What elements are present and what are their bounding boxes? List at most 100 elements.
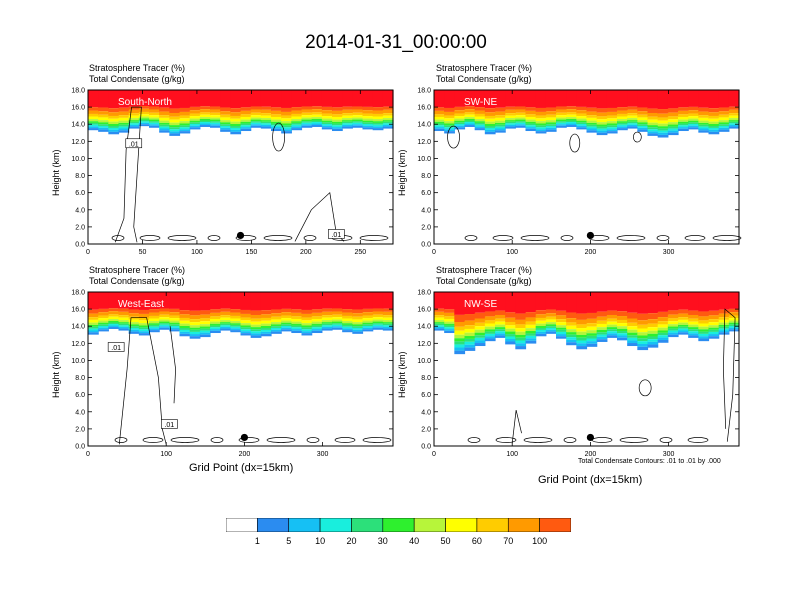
tracer-cell xyxy=(566,114,577,118)
tracer-cell xyxy=(159,117,170,121)
tracer-cell xyxy=(596,320,608,324)
tracer-cell xyxy=(678,123,689,126)
tracer-cell xyxy=(617,326,628,329)
tracer-cell xyxy=(88,324,99,327)
tracer-cell xyxy=(342,315,353,319)
tracer-cell xyxy=(149,122,160,125)
tracer-cell xyxy=(362,120,374,123)
tracer-cell xyxy=(627,90,638,107)
tracer-cell xyxy=(556,109,567,113)
tracer-cell xyxy=(576,120,588,123)
tracer-cell xyxy=(169,133,181,136)
tracer-cell xyxy=(169,324,181,326)
tracer-cell xyxy=(627,322,638,327)
tracer-cell xyxy=(88,90,99,108)
tracer-cell xyxy=(566,122,577,124)
tracer-cell xyxy=(545,322,557,325)
tracer-cell xyxy=(596,292,608,312)
tracer-cell xyxy=(199,122,211,124)
tracer-cell xyxy=(525,333,537,336)
y-tick-label: 2.0 xyxy=(75,426,85,433)
tracer-cell xyxy=(118,130,130,133)
tracer-cell xyxy=(617,316,628,320)
tracer-cell xyxy=(637,90,649,108)
tracer-cell xyxy=(311,123,323,126)
tracer-cell xyxy=(647,339,659,342)
tracer-cell xyxy=(169,131,181,134)
tracer-cell xyxy=(281,315,292,319)
tracer-cell xyxy=(474,329,486,333)
tracer-cell xyxy=(260,323,272,327)
tracer-cell xyxy=(728,318,740,321)
tracer-cell xyxy=(128,329,140,332)
tracer-cell xyxy=(535,107,547,112)
contour-blob xyxy=(495,437,517,443)
tracer-cell xyxy=(606,123,618,126)
tracer-cell xyxy=(678,309,689,314)
tracer-cell xyxy=(728,324,740,326)
tracer-cell xyxy=(495,327,506,330)
tracer-cell xyxy=(566,109,577,113)
tracer-cell xyxy=(678,326,689,329)
tracer-cell xyxy=(230,118,242,122)
tracer-cell xyxy=(230,125,242,128)
tracer-cell xyxy=(159,314,170,318)
tracer-cell xyxy=(444,309,455,313)
tracer-cell xyxy=(149,119,160,122)
tracer-cell xyxy=(535,115,547,119)
tracer-cell xyxy=(220,114,231,118)
contour-blob xyxy=(238,437,260,443)
tracer-cell xyxy=(678,114,689,117)
tracer-cell xyxy=(454,110,466,114)
tracer-cell xyxy=(627,121,638,124)
tracer-cell xyxy=(667,128,679,131)
tracer-cell xyxy=(647,131,659,134)
x-tick-label: 300 xyxy=(663,249,675,256)
tracer-cell xyxy=(332,90,343,108)
tracer-cell xyxy=(250,331,262,334)
tracer-cell xyxy=(281,90,292,108)
tracer-cell xyxy=(311,330,323,334)
tracer-cell xyxy=(576,90,588,107)
tracer-cell xyxy=(708,327,720,330)
tracer-cell xyxy=(271,127,282,129)
contour-blob xyxy=(492,235,514,241)
y-tick-label: 14.0 xyxy=(71,122,85,129)
tracer-cell xyxy=(108,125,120,128)
tracer-cell xyxy=(250,321,262,325)
tracer-cell xyxy=(240,329,252,332)
colorbar-label: 5 xyxy=(286,536,292,546)
tracer-cell xyxy=(179,329,191,332)
tracer-cell xyxy=(98,117,109,121)
tracer-cell xyxy=(332,114,343,117)
tracer-cell xyxy=(688,329,699,332)
contour-blob xyxy=(142,437,164,443)
section-name: West-East xyxy=(118,299,164,310)
tracer-cell xyxy=(362,127,374,130)
tracer-cell xyxy=(545,114,557,118)
tracer-cell xyxy=(586,90,598,108)
tracer-cell xyxy=(515,324,527,329)
colorbar-label: 30 xyxy=(377,536,388,546)
tracer-cell xyxy=(474,121,486,123)
tracer-cell xyxy=(301,125,313,128)
tracer-cell xyxy=(576,110,588,114)
tracer-cell xyxy=(332,317,343,320)
tracer-cell xyxy=(118,122,130,125)
tracer-cell xyxy=(444,329,455,331)
tracer-cell xyxy=(566,117,577,119)
tracer-cell xyxy=(88,332,99,335)
tracer-cell xyxy=(311,119,323,121)
tracer-cell xyxy=(698,326,710,330)
tracer-cell xyxy=(149,326,160,329)
tracer-cell xyxy=(535,111,547,116)
colorbar-box xyxy=(507,518,540,532)
tracer-cell xyxy=(260,90,272,107)
tracer-cell xyxy=(495,117,506,121)
contour-cloud xyxy=(638,379,652,397)
tracer-cell xyxy=(576,324,588,329)
tracer-cell xyxy=(311,325,323,328)
tracer-cell xyxy=(260,109,272,114)
tracer-cell xyxy=(627,106,638,110)
tracer-cell xyxy=(454,326,466,331)
